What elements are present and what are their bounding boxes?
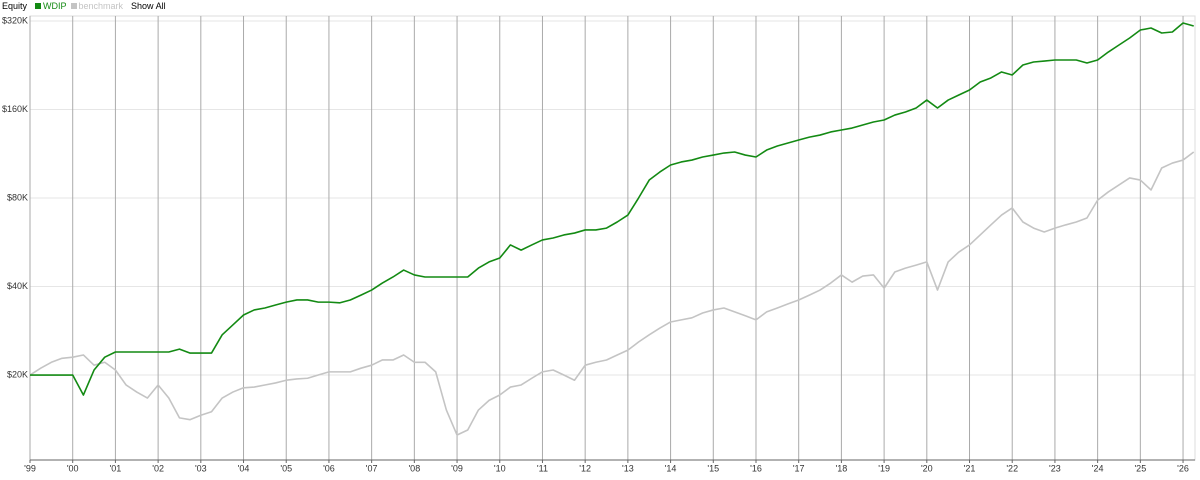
x-tick-label: '25 <box>1134 463 1146 473</box>
y-tick-label: $160K <box>2 104 28 114</box>
x-tick-label: '03 <box>195 463 207 473</box>
x-tick-label: '21 <box>964 463 976 473</box>
x-tick-label: '02 <box>152 463 164 473</box>
legend-item[interactable]: benchmark <box>70 0 124 12</box>
y-tick-label: $40K <box>7 281 28 291</box>
x-tick-label: '06 <box>323 463 335 473</box>
legend-item[interactable]: WDIP <box>35 0 67 12</box>
x-tick-label: '11 <box>537 463 548 473</box>
y-tick-label: $320K <box>2 15 28 25</box>
y-tick-label: $20K <box>7 369 28 379</box>
series-line <box>29 151 1195 436</box>
header: Equity WDIP benchmark Show All <box>2 0 166 12</box>
series-line <box>30 22 1194 396</box>
x-tick-label: '16 <box>750 463 762 473</box>
y-tick-label: $80K <box>7 192 28 202</box>
show-all-button[interactable]: Show All <box>131 1 166 11</box>
x-tick-label: '12 <box>579 463 591 473</box>
legend-swatch <box>70 3 77 9</box>
legend-swatch <box>35 3 42 9</box>
x-tick-label: '00 <box>67 463 79 473</box>
x-tick-label: '01 <box>110 463 122 473</box>
legend: WDIP benchmark <box>35 0 123 12</box>
x-tick-label: '05 <box>280 463 292 473</box>
x-tick-label: '99 <box>24 463 36 473</box>
x-tick-label: '04 <box>238 463 250 473</box>
x-tick-label: '09 <box>451 463 463 473</box>
legend-label: WDIP <box>43 1 67 11</box>
x-tick-label: '24 <box>1092 463 1104 473</box>
legend-label: benchmark <box>78 1 124 11</box>
x-tick-label: '07 <box>366 463 378 473</box>
x-tick-label: '18 <box>836 463 848 473</box>
x-tick-label: '13 <box>622 463 634 473</box>
x-tick-label: '23 <box>1049 463 1061 473</box>
plot-frame <box>29 15 1196 461</box>
x-tick-label: '17 <box>793 463 805 473</box>
x-tick-label: '26 <box>1177 463 1189 473</box>
x-tick-label: '20 <box>921 463 933 473</box>
x-tick-label: '14 <box>665 463 677 473</box>
x-tick-label: '19 <box>878 463 890 473</box>
x-tick-label: '10 <box>494 463 506 473</box>
chart-title: Equity <box>2 1 28 11</box>
x-tick-label: '22 <box>1006 463 1018 473</box>
x-tick-label: '08 <box>408 463 420 473</box>
x-tick-label: '15 <box>707 463 719 473</box>
